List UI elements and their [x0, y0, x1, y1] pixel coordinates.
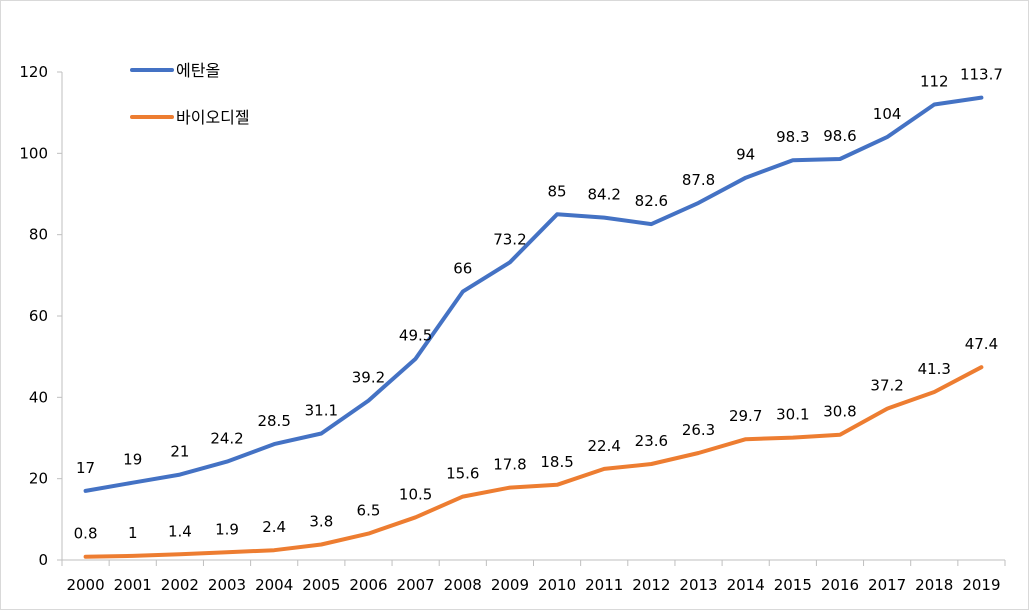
x-tick-label: 2012	[632, 576, 670, 594]
data-label: 73.2	[493, 230, 526, 248]
data-label: 0.8	[74, 525, 98, 543]
series-line-1	[83, 95, 984, 493]
series-lines	[83, 95, 984, 559]
y-tick-label: 80	[29, 226, 48, 244]
y-tick-label: 20	[29, 470, 48, 488]
series-line-2	[83, 365, 984, 559]
data-label: 1.4	[168, 522, 192, 540]
data-label: 1.9	[215, 520, 239, 538]
data-label: 41.3	[918, 360, 951, 378]
data-label: 29.7	[729, 407, 762, 425]
data-label: 19	[123, 451, 142, 469]
x-tick-label: 2008	[444, 576, 482, 594]
data-label: 85	[548, 182, 567, 200]
data-label: 17	[76, 459, 95, 477]
x-tick-label: 2003	[208, 576, 246, 594]
data-label: 21	[170, 443, 189, 461]
data-label: 113.7	[960, 66, 1003, 84]
x-tick-label: 2006	[349, 576, 387, 594]
x-tick-label: 2019	[962, 576, 1000, 594]
data-label: 37.2	[870, 377, 903, 395]
y-tick-label: 0	[38, 551, 48, 569]
data-label: 87.8	[682, 171, 715, 189]
data-label: 47.4	[965, 335, 998, 353]
x-tick-label: 2011	[585, 576, 623, 594]
x-tick-label: 2004	[255, 576, 293, 594]
data-label: 23.6	[635, 432, 668, 450]
data-label: 28.5	[257, 412, 290, 430]
data-label: 98.3	[776, 128, 809, 146]
data-label: 18.5	[540, 453, 573, 471]
legend-label-1: 에탄올	[176, 61, 220, 80]
data-label: 22.4	[588, 437, 621, 455]
x-tick-label: 2005	[302, 576, 340, 594]
data-label: 24.2	[210, 430, 243, 448]
data-label: 15.6	[446, 465, 479, 483]
data-label: 98.6	[823, 127, 856, 145]
data-label: 66	[453, 260, 472, 278]
x-tick-label: 2010	[538, 576, 576, 594]
y-tick-label: 100	[19, 144, 48, 162]
data-label: 1	[128, 524, 138, 542]
axes: 0 20 40 60 80 100 120 2000 2001 2002 2003 2004 2005 2…	[19, 63, 1006, 594]
data-label: 3.8	[309, 513, 333, 531]
x-tick-label: 2014	[727, 576, 765, 594]
data-label: 10.5	[399, 485, 432, 503]
data-label: 84.2	[588, 186, 621, 204]
data-label: 30.1	[776, 406, 809, 424]
data-label: 6.5	[357, 502, 381, 520]
data-label: 104	[873, 105, 902, 123]
data-label: 17.8	[493, 456, 526, 474]
x-tick-label: 2007	[397, 576, 435, 594]
y-tick-label: 120	[19, 63, 48, 81]
data-label: 30.8	[823, 403, 856, 421]
data-label: 94	[736, 146, 755, 164]
x-tick-label: 2015	[774, 576, 812, 594]
x-tick-label: 2016	[821, 576, 859, 594]
y-tick-label: 60	[29, 307, 48, 325]
x-tick-label: 2001	[114, 576, 152, 594]
y-tick-label: 40	[29, 388, 48, 406]
data-label: 112	[920, 73, 949, 91]
data-label: 39.2	[352, 369, 385, 387]
data-label: 49.5	[399, 327, 432, 345]
x-tick-label: 2018	[915, 576, 953, 594]
x-tick-label: 2013	[679, 576, 717, 594]
data-label: 2.4	[262, 518, 286, 536]
legend-label-2: 바이오디젤	[176, 108, 250, 127]
data-label: 82.6	[635, 192, 668, 210]
x-tick-label: 2009	[491, 576, 529, 594]
x-tick-label: 2017	[868, 576, 906, 594]
x-tick-label: 2002	[161, 576, 199, 594]
data-labels: 17 19 21 24.2 28.5 31.1 39.2 49.5 66 73.2 85 84.2 82…	[74, 66, 1003, 543]
data-label: 31.1	[305, 402, 338, 420]
x-tick-label: 2000	[66, 576, 104, 594]
data-label: 26.3	[682, 421, 715, 439]
